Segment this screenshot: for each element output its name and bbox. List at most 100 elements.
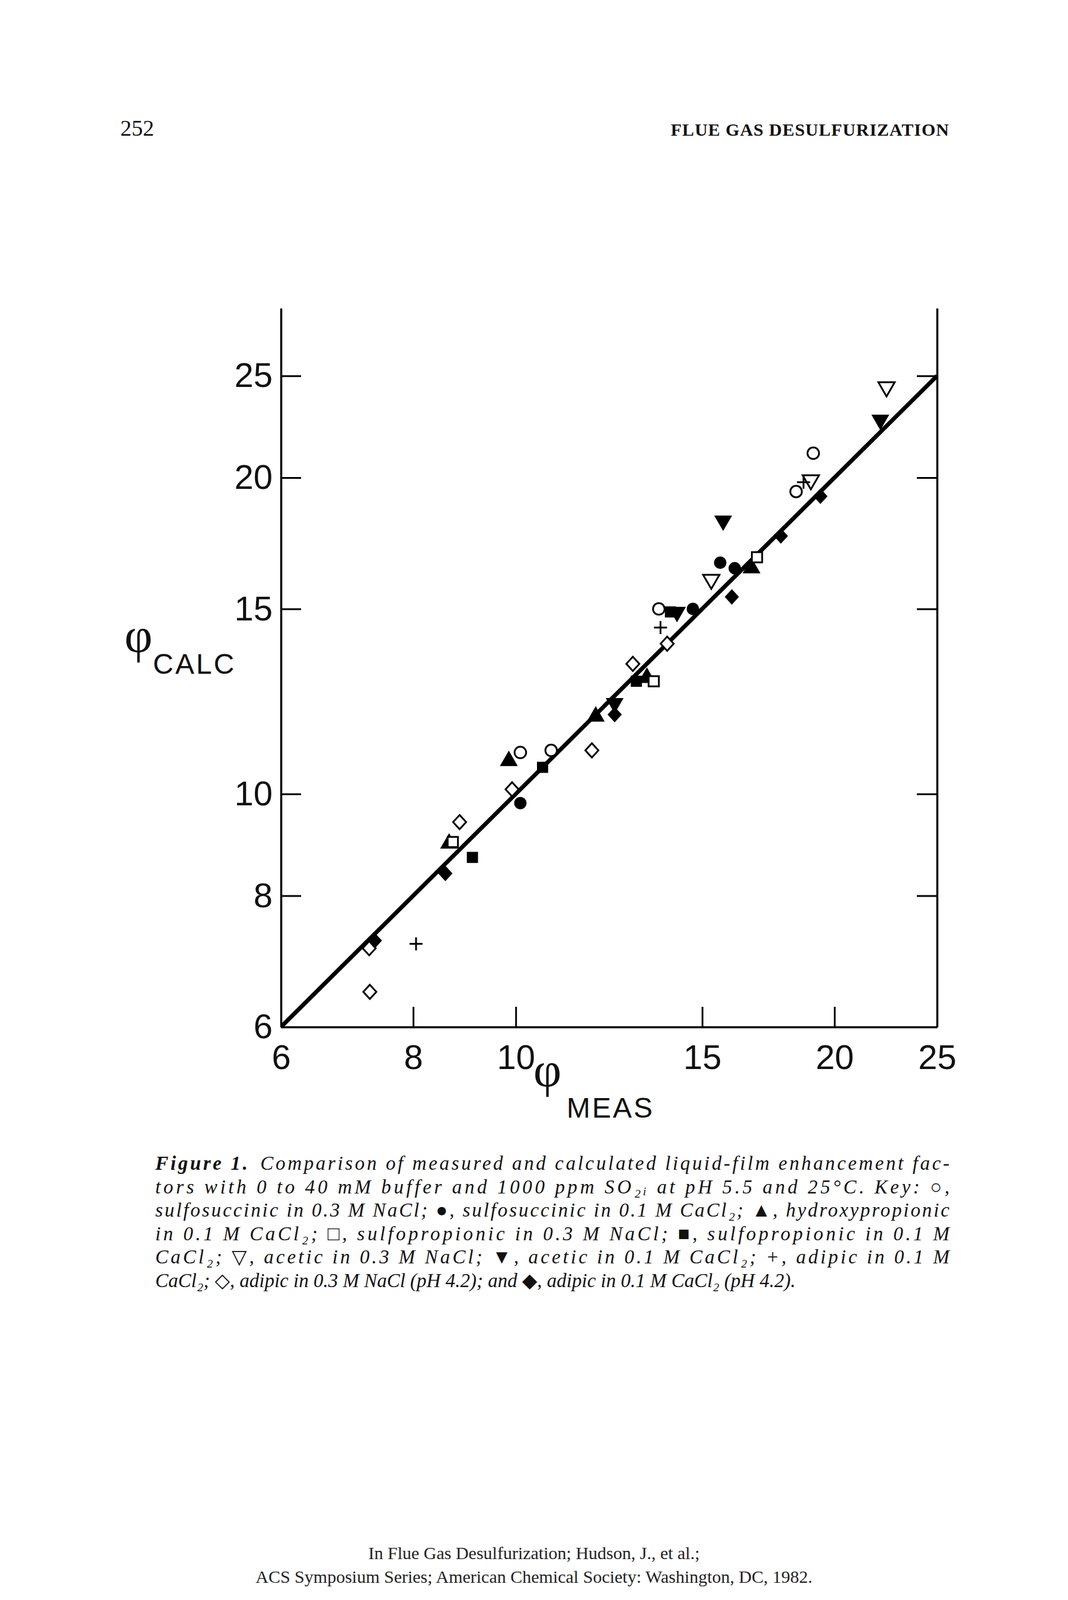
point [467, 852, 478, 863]
tick [916, 896, 938, 897]
point [409, 937, 423, 951]
tick: 8 [253, 875, 302, 915]
point [648, 676, 659, 687]
point [878, 382, 895, 397]
point [813, 488, 827, 504]
tick-mark [280, 1026, 302, 1029]
tick: 20 [815, 1006, 855, 1077]
point [587, 707, 604, 722]
point [872, 415, 890, 430]
point [714, 557, 727, 569]
y-axis: 6 8 10 15 20 25 [234, 308, 302, 1047]
tick: 8 [404, 1006, 424, 1077]
point [626, 656, 640, 671]
y-axis-right [916, 308, 938, 1028]
axis-line [936, 308, 939, 1028]
tick-mark [701, 1006, 704, 1028]
point [363, 985, 377, 1000]
tick-mark [280, 793, 302, 796]
point [368, 933, 382, 948]
y-axis-title: φCALC [124, 608, 236, 680]
point [514, 746, 527, 759]
tick-mark [916, 608, 938, 611]
point [452, 814, 466, 830]
tick-label: 15 [234, 589, 273, 628]
tick [916, 609, 938, 610]
point [505, 782, 519, 797]
tick-mark [280, 477, 302, 479]
diagonal-line [280, 375, 938, 1028]
footer-line: ACS Symposium Series; American Chemical … [255, 1567, 812, 1587]
caption-line: tors with 0 to 40 mM buffer and 1000 ppm… [155, 1176, 950, 1198]
page: 252FLUE GAS DESULFURIZATION6810152025681… [0, 0, 1068, 1600]
point [500, 751, 518, 766]
background [0, 0, 1068, 1600]
tick-mark [280, 895, 302, 898]
plot-marks [280, 375, 938, 1028]
caption-line: in 0.1 M CaCl₂; □, sulfopropionic in 0.3… [155, 1223, 951, 1245]
running-head: FLUE GAS DESULFURIZATION [670, 119, 950, 140]
tick [916, 1027, 938, 1028]
point [728, 562, 741, 575]
x-axis: 6810152025 [271, 1006, 956, 1077]
point [686, 603, 699, 616]
point [631, 676, 642, 687]
tick: 10 [234, 774, 302, 813]
point [545, 744, 558, 757]
tick [916, 375, 938, 377]
caption-line: sulfosuccinic in 0.3 M NaCl; ●, sulfosuc… [155, 1199, 950, 1221]
tick [916, 477, 938, 479]
point [797, 475, 811, 489]
point [660, 636, 674, 651]
figure-label: Figure 1. [154, 1152, 248, 1175]
point [774, 528, 788, 543]
point [790, 485, 802, 498]
point [807, 447, 820, 460]
point [447, 836, 458, 847]
tick-mark [280, 375, 302, 377]
point [608, 707, 622, 722]
tick: 15 [683, 1006, 722, 1077]
page-number: 252 [120, 115, 155, 141]
tick-mark [412, 1006, 415, 1028]
tick-label: 25 [234, 355, 273, 395]
tick-label: 8 [404, 1037, 424, 1077]
caption-line: Figure 1. Comparison of measured and calc… [154, 1152, 950, 1175]
axis-line [281, 1026, 938, 1029]
tick-mark [916, 1026, 938, 1029]
tick-label: 20 [234, 457, 273, 497]
tick: 6 [253, 1006, 302, 1046]
tick-label: 15 [683, 1037, 722, 1077]
caption-line: CaCl₂; ◇, adipic in 0.3 M NaCl (pH 4.2);… [155, 1270, 796, 1293]
caption-line: CaCl₂; ▽, acetic in 0.3 M NaCl; ▼, aceti… [155, 1246, 951, 1268]
tick: 15 [234, 589, 302, 628]
tick-label: 20 [815, 1037, 855, 1077]
tick: 10 [496, 1006, 536, 1077]
point [514, 797, 527, 810]
tick-mark [916, 793, 938, 796]
point [752, 552, 763, 563]
tick-label: 25 [918, 1037, 957, 1077]
point [585, 743, 599, 758]
x-axis-title: φMEAS [533, 1043, 655, 1124]
caption-text: Comparison of measured and calculated li… [260, 1152, 950, 1175]
point [438, 866, 452, 881]
footer-line: In Flue Gas Desulfurization; Hudson, J.,… [368, 1543, 700, 1563]
point [668, 607, 686, 622]
tick-mark [515, 1006, 517, 1028]
point [653, 621, 667, 635]
tick-mark [916, 895, 938, 898]
tick: 20 [234, 457, 302, 497]
tick-label: 6 [253, 1006, 273, 1046]
point [725, 589, 739, 604]
tick [916, 794, 938, 795]
point [702, 574, 720, 590]
point [537, 762, 548, 773]
point [653, 603, 665, 616]
tick-mark [916, 375, 938, 377]
tick-mark [833, 1006, 836, 1028]
point [714, 516, 732, 531]
tick: 25 [234, 355, 302, 395]
tick-label: 8 [253, 875, 273, 915]
axis-line [280, 308, 283, 1028]
